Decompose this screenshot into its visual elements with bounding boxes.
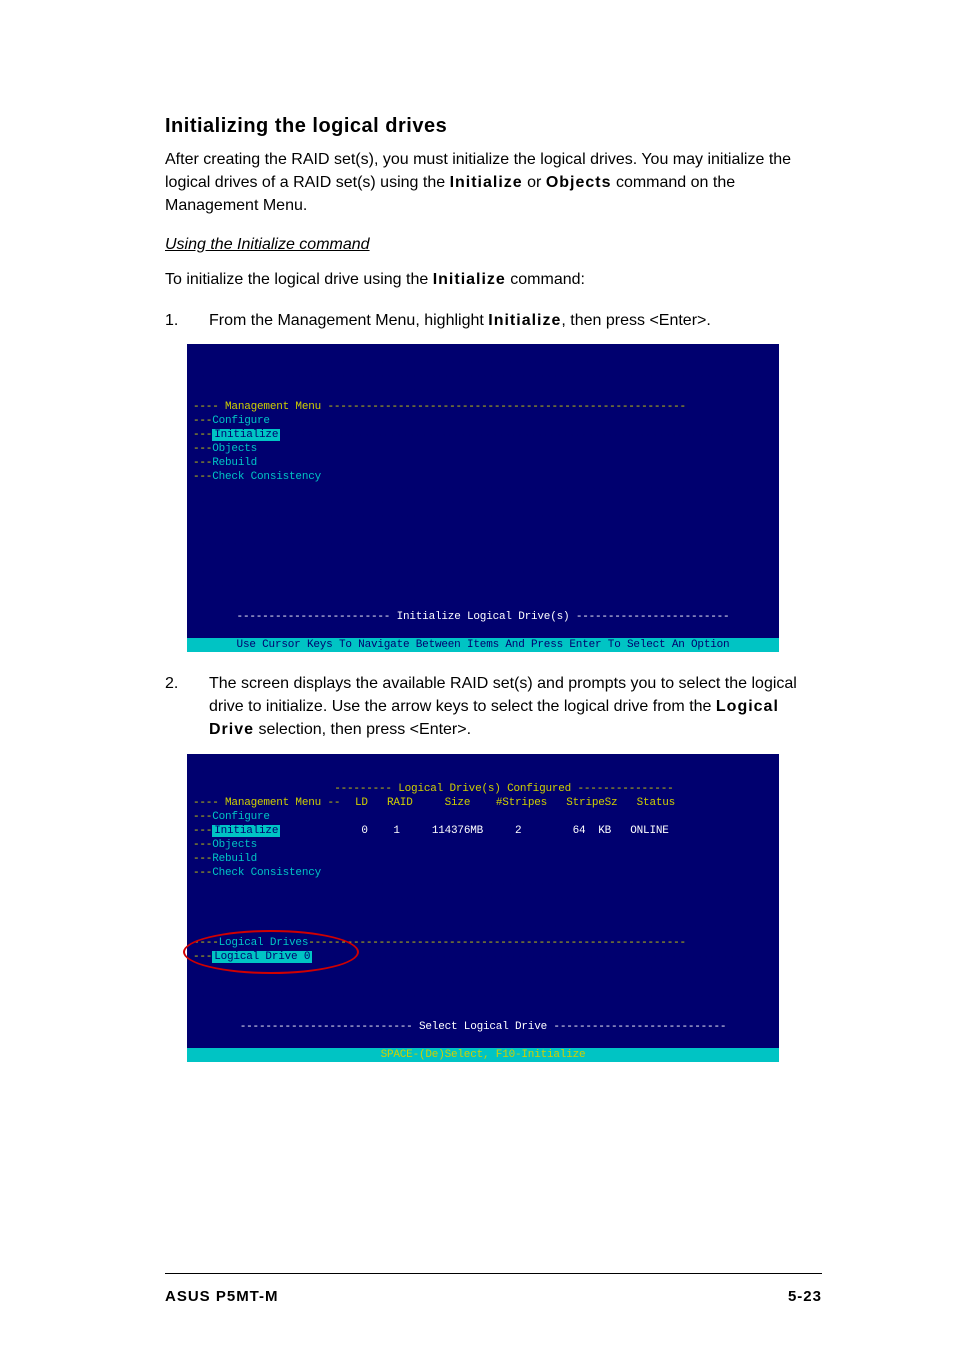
menu-item-check[interactable]: ---Check Consistency — [187, 470, 779, 484]
page-footer: ASUS P5MT-M 5-23 — [165, 1273, 822, 1305]
bios2-caption-row: --------------------------- Select Logic… — [187, 1020, 779, 1034]
table-row[interactable]: 0 1 114376MB 2 64 KB ONLINE — [355, 824, 779, 838]
lead-sentence: To initialize the logical drive using th… — [165, 268, 822, 291]
menu2-title-row: ---- Management Menu -- — [187, 796, 355, 810]
logical-drive-item[interactable]: ---Logical Drive 0......................… — [187, 950, 779, 964]
menu-item-objects[interactable]: ---Objects — [187, 442, 779, 456]
table-title-row: --------- Logical Drive(s) Configured --… — [187, 782, 779, 796]
lead-post: command: — [506, 271, 585, 288]
menu2-configure-label: Configure — [212, 811, 270, 823]
menu2-objects[interactable]: ---Objects — [187, 838, 355, 852]
menu-item-configure[interactable]: ---Configure — [187, 414, 779, 428]
logical-drives-label: Logical Drives — [219, 937, 309, 949]
step-2: 2. The screen displays the available RAI… — [165, 672, 822, 742]
menu-title-row: ---- Management Menu -------------------… — [187, 400, 779, 414]
menu2-initialize[interactable]: ---Initialize — [187, 824, 355, 838]
step2-post: selection, then press <Enter>. — [254, 721, 471, 738]
menu2-title: Management Menu — [225, 797, 321, 809]
lead-pre: To initialize the logical drive using th… — [165, 271, 433, 288]
footer-left: ASUS P5MT-M — [165, 1288, 279, 1305]
menu2-check-label: Check Consistency — [212, 867, 321, 879]
step-2-body: The screen displays the available RAID s… — [209, 672, 822, 742]
page-heading: Initializing the logical drives — [165, 115, 822, 138]
step1-bold: Initialize — [488, 312, 561, 329]
step-1-body: From the Management Menu, highlight Init… — [209, 309, 822, 332]
sub-heading: Using the Initialize command — [165, 236, 822, 254]
menu-rebuild-label: Rebuild — [212, 457, 257, 469]
intro-bold-initialize: Initialize — [450, 174, 523, 191]
bios1-caption-row: ------------------------ Initialize Logi… — [187, 610, 779, 624]
bios-screenshot-2: ········································… — [187, 754, 779, 1062]
step2-pre: The screen displays the available RAID s… — [209, 675, 797, 715]
logical-drives-header: ----Logical Drives----------------------… — [187, 936, 779, 950]
footer-right: 5-23 — [788, 1288, 822, 1305]
menu-configure-label: Configure — [212, 415, 270, 427]
bios2-caption: Select Logical Drive — [419, 1021, 547, 1033]
step-1: 1. From the Management Menu, highlight I… — [165, 309, 822, 332]
menu2-rebuild[interactable]: ---Rebuild — [187, 852, 355, 866]
step-2-number: 2. — [165, 672, 185, 742]
menu2-rebuild-label: Rebuild — [212, 853, 257, 865]
intro-paragraph: After creating the RAID set(s), you must… — [165, 148, 822, 218]
step1-pre: From the Management Menu, highlight — [209, 312, 488, 329]
step1-post: , then press <Enter>. — [561, 312, 710, 329]
bios1-caption: Initialize Logical Drive(s) — [397, 611, 570, 623]
menu2-initialize-label: Initialize — [212, 825, 280, 837]
table-title: Logical Drive(s) Configured — [398, 783, 571, 795]
menu2-configure[interactable]: ---Configure — [187, 810, 355, 824]
bios1-help: Use Cursor Keys To Navigate Between Item… — [187, 638, 779, 652]
bios2-help: SPACE-(De)Select, F10-Initialize — [187, 1048, 779, 1062]
menu-title: Management Menu — [225, 401, 321, 413]
logical-drive-label: Logical Drive 0 — [212, 951, 312, 963]
menu-initialize-label: Initialize — [212, 429, 280, 441]
menu2-check[interactable]: ---Check Consistency — [187, 866, 355, 880]
menu-objects-label: Objects — [212, 443, 257, 455]
menu-check-label: Check Consistency — [212, 471, 321, 483]
step-1-number: 1. — [165, 309, 185, 332]
menu-item-rebuild[interactable]: ---Rebuild — [187, 456, 779, 470]
lead-bold: Initialize — [433, 271, 506, 288]
menu-item-initialize[interactable]: ---Initialize...........................… — [187, 428, 779, 442]
bios-screenshot-1: ········································… — [187, 344, 779, 652]
menu2-objects-label: Objects — [212, 839, 257, 851]
intro-bold-objects: Objects — [546, 174, 612, 191]
table-columns: LD RAID Size #Stripes StripeSz Status — [355, 796, 779, 810]
intro-mid: or — [523, 174, 546, 191]
